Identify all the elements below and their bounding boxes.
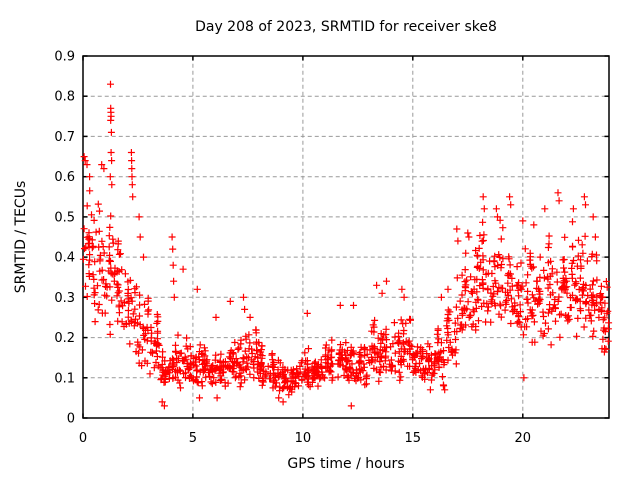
y-tick-label: 0.1 xyxy=(54,371,75,386)
x-tick-label: 15 xyxy=(405,431,422,446)
y-tick-label: 0.6 xyxy=(54,170,75,185)
y-axis-label: SRMTID / TECUs xyxy=(13,181,29,294)
y-tick-label: 0.9 xyxy=(54,50,75,65)
y-tick-label: 0.5 xyxy=(54,210,75,225)
x-tick-label: 20 xyxy=(515,431,532,446)
y-tick-label: 0 xyxy=(67,412,75,427)
x-tick-label: 5 xyxy=(189,431,197,446)
x-tick-labels: 0 5 10 15 20 xyxy=(79,431,531,446)
srmtid-data-points xyxy=(79,80,613,410)
y-tick-label: 0.2 xyxy=(54,331,75,346)
x-tick-label: 10 xyxy=(295,431,312,446)
y-tick-label: 0.8 xyxy=(54,90,75,105)
chart-title: Day 208 of 2023, SRMTID for receiver ske… xyxy=(195,19,497,35)
y-tick-label: 0.3 xyxy=(54,291,75,306)
y-tick-labels: 0 0.1 0.2 0.3 0.4 0.5 0.6 0.7 0.8 0.9 xyxy=(54,50,75,427)
y-tick-label: 0.4 xyxy=(54,251,75,266)
x-tick-label: 0 xyxy=(79,431,87,446)
y-tick-label: 0.7 xyxy=(54,130,75,145)
x-axis-label: GPS time / hours xyxy=(287,456,404,472)
plot-border xyxy=(82,55,610,419)
